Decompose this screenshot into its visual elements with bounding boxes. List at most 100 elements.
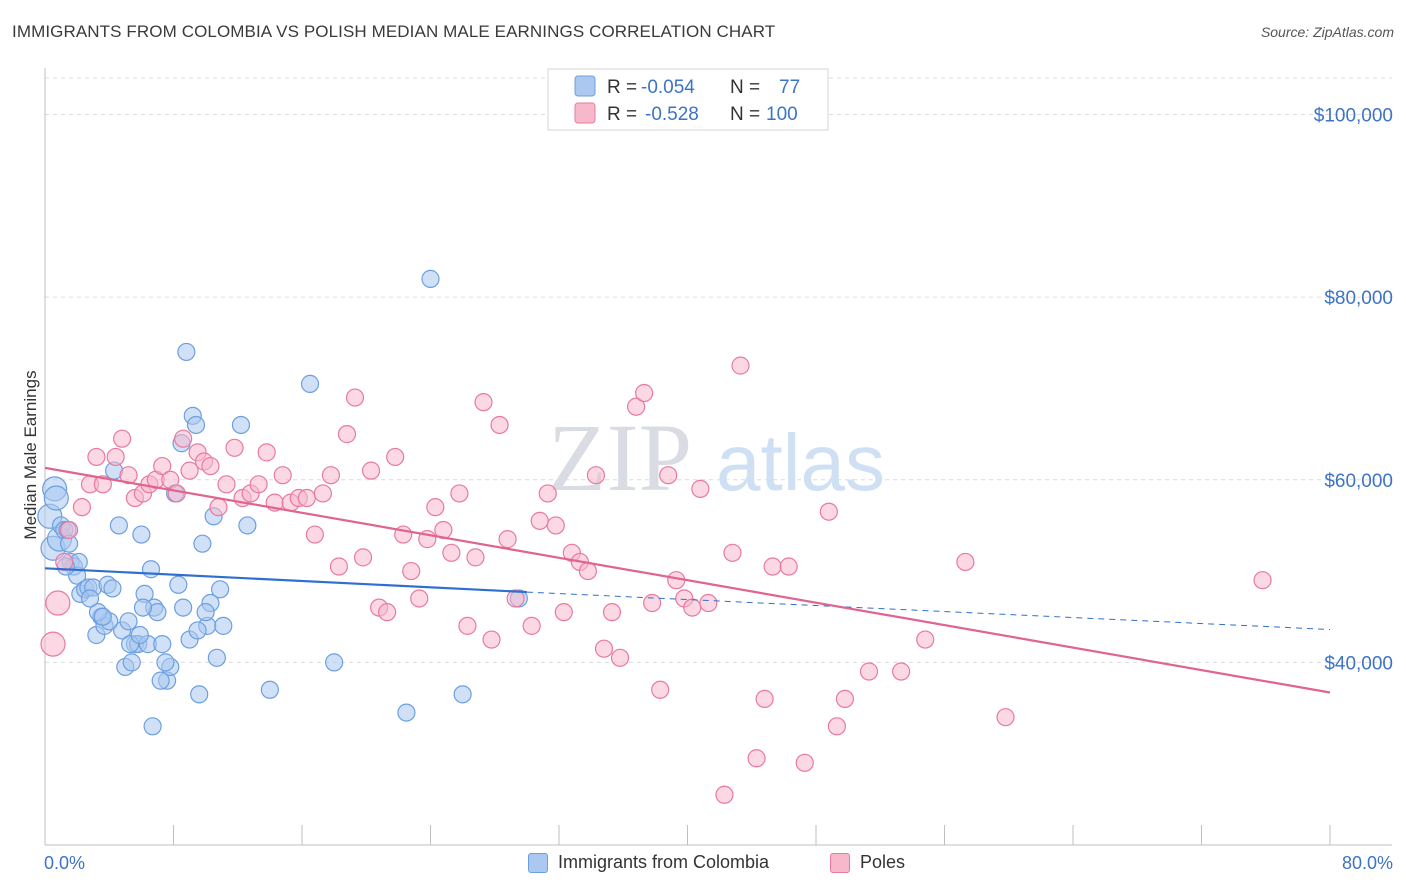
poles-point bbox=[586, 466, 606, 485]
poles-point bbox=[699, 593, 718, 613]
legend-r-value-1: -0.054 bbox=[641, 77, 695, 98]
poles-point bbox=[651, 680, 670, 699]
poles-point bbox=[578, 561, 598, 581]
poles-point bbox=[715, 785, 734, 804]
poles-point bbox=[217, 475, 236, 494]
poles-point bbox=[538, 484, 557, 503]
colombia-point bbox=[174, 598, 193, 617]
x-tick-label-max: 80.0% bbox=[1342, 853, 1393, 873]
trend-lines bbox=[44, 466, 1331, 694]
legend-swatch-colombia bbox=[574, 75, 596, 97]
grid-lines bbox=[45, 77, 1392, 663]
poles-point bbox=[602, 603, 622, 622]
poles-point bbox=[273, 466, 292, 485]
colombia-point bbox=[153, 635, 172, 654]
colombia-point bbox=[130, 625, 149, 645]
x-tick-label-min: 0.0% bbox=[44, 853, 85, 873]
poles-point bbox=[345, 388, 365, 407]
bottom-legend-label-colombia: Immigrants from Colombia bbox=[558, 852, 770, 872]
poles-point bbox=[474, 393, 493, 412]
legend-swatch-poles bbox=[574, 102, 596, 124]
colombia-point bbox=[122, 653, 141, 672]
poles-point bbox=[55, 552, 74, 572]
axes bbox=[44, 68, 1392, 846]
poles-point bbox=[305, 525, 324, 544]
poles-point bbox=[402, 561, 421, 581]
poles-point bbox=[956, 552, 975, 572]
poles-point bbox=[225, 438, 244, 457]
poles-point bbox=[546, 516, 565, 535]
poles-point bbox=[386, 447, 405, 467]
poles-point bbox=[916, 630, 935, 649]
poles-point bbox=[498, 530, 517, 549]
poles-point bbox=[93, 475, 112, 494]
poles-point bbox=[329, 557, 349, 576]
poles-point bbox=[610, 648, 630, 667]
chart-title: IMMIGRANTS FROM COLOMBIA VS POLISH MEDIA… bbox=[12, 22, 776, 41]
poles-point bbox=[153, 456, 172, 476]
poles-point bbox=[819, 502, 838, 521]
poles-point bbox=[747, 749, 766, 768]
colombia-point bbox=[231, 415, 251, 435]
poles-point bbox=[112, 429, 132, 448]
poles-point bbox=[87, 447, 106, 467]
poles-point bbox=[119, 466, 138, 485]
colombia-point bbox=[188, 621, 207, 640]
poles-point bbox=[40, 631, 66, 657]
trend-line-poles bbox=[44, 466, 1331, 694]
poles-point bbox=[1253, 571, 1272, 590]
y-tick-label: $40,000 bbox=[1324, 653, 1393, 674]
poles-point bbox=[659, 466, 678, 485]
y-tick-label: $100,000 bbox=[1314, 106, 1393, 127]
poles-point bbox=[45, 590, 71, 616]
colombia-point bbox=[260, 680, 279, 699]
colombia-point bbox=[238, 516, 257, 535]
colombia-point bbox=[143, 717, 162, 736]
poles-point bbox=[835, 689, 855, 709]
poles-point bbox=[72, 498, 92, 517]
poles-point bbox=[683, 598, 702, 617]
colombia-point bbox=[156, 653, 175, 672]
colombia-point bbox=[300, 374, 320, 393]
legend-n-label-2: N = bbox=[730, 104, 760, 125]
y-tick-label: $80,000 bbox=[1324, 288, 1393, 309]
y-axis-title: Median Male Earnings bbox=[21, 370, 40, 539]
colombia-point bbox=[210, 580, 230, 599]
watermark: ZIP atlas bbox=[548, 404, 885, 511]
y-tick-label: $60,000 bbox=[1324, 471, 1393, 492]
bottom-legend-label-poles: Poles bbox=[860, 852, 906, 872]
poles-point bbox=[353, 548, 373, 567]
poles-point bbox=[257, 443, 276, 462]
trend-line-colombia-extension bbox=[526, 591, 1331, 631]
poles-point bbox=[731, 356, 750, 375]
poles-point bbox=[482, 630, 501, 649]
poles-point bbox=[426, 498, 445, 517]
poles-point bbox=[180, 461, 199, 480]
colombia-point bbox=[119, 612, 138, 631]
poles-point bbox=[59, 520, 79, 540]
bottom-legend-colombia[interactable]: Immigrants from Colombia bbox=[528, 852, 769, 873]
colombia-point bbox=[397, 703, 416, 722]
x-tick-labels: 0.0% 80.0% bbox=[44, 853, 1393, 873]
poles-point bbox=[458, 616, 477, 635]
colombia-point bbox=[151, 671, 170, 690]
poles-point bbox=[378, 603, 397, 622]
poles-point bbox=[297, 488, 316, 508]
legend-swatch-pink bbox=[830, 852, 850, 873]
poles-point bbox=[530, 511, 549, 530]
poles-point bbox=[522, 616, 541, 635]
bottom-legend-poles[interactable]: Poles bbox=[830, 852, 905, 873]
legend-n-value-2: 100 bbox=[766, 104, 798, 125]
colombia-point bbox=[141, 560, 161, 579]
poles-point bbox=[209, 498, 228, 517]
poles-point bbox=[691, 479, 710, 498]
colombia-point bbox=[103, 579, 122, 598]
poles-point bbox=[779, 557, 798, 576]
poles-point bbox=[106, 447, 125, 467]
legend-n-label-1: N = bbox=[730, 77, 760, 98]
poles-point bbox=[643, 593, 662, 613]
legend-n-value-1: 77 bbox=[779, 77, 800, 98]
colombia-point bbox=[214, 616, 233, 635]
poles-point bbox=[167, 484, 186, 503]
poles-point bbox=[490, 415, 509, 435]
